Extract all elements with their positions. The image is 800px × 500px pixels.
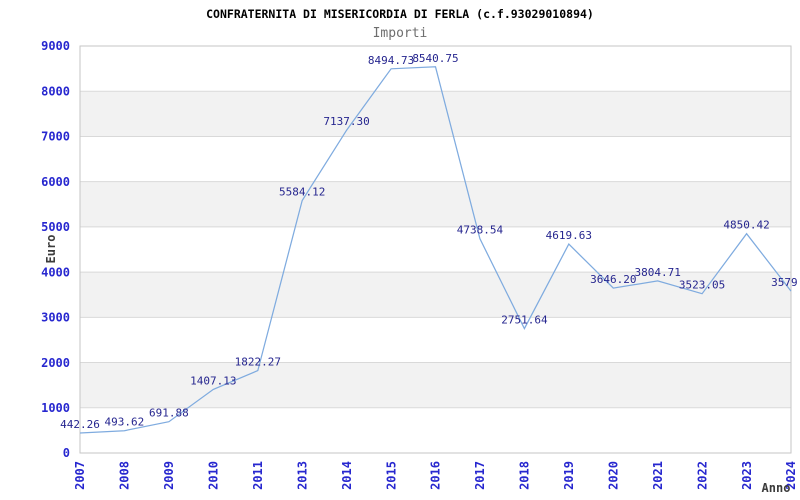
data-point-label: 691.88 [149, 407, 189, 420]
y-tick-label: 1000 [41, 401, 70, 415]
data-point-label: 5584.12 [279, 186, 325, 199]
data-point-label: 1407.13 [190, 374, 236, 387]
y-tick-label: 7000 [41, 130, 70, 144]
data-point-label: 4850.42 [723, 219, 769, 232]
x-tick-label: 2013 [295, 461, 309, 490]
data-point-label: 3579.5 [771, 276, 800, 289]
plot-band [80, 181, 791, 227]
y-tick-label: 5000 [41, 220, 70, 234]
chart-title: CONFRATERNITA DI MISERICORDIA DI FERLA (… [206, 7, 594, 21]
y-tick-label: 4000 [41, 265, 70, 279]
y-tick-label: 0 [63, 446, 70, 460]
y-tick-label: 6000 [41, 175, 70, 189]
x-tick-label: 2019 [562, 461, 576, 490]
x-tick-label: 2016 [429, 461, 443, 490]
data-point-label: 2751.64 [501, 314, 548, 327]
data-point-label: 493.62 [105, 416, 145, 429]
data-point-label: 4619.63 [546, 229, 592, 242]
plot-band [80, 272, 791, 318]
data-point-label: 3646.20 [590, 273, 636, 286]
x-axis-title: Anno [762, 481, 791, 495]
x-tick-label: 2011 [251, 461, 265, 490]
y-tick-label: 3000 [41, 311, 70, 325]
y-axis-title: Euro [44, 235, 58, 264]
x-tick-label: 2021 [651, 461, 665, 490]
x-axis-tick-labels: 2007 2008 2009 2010 2011 2013 2014 2015 2016 2017… [73, 461, 798, 490]
data-point-label: 4738.54 [457, 224, 504, 237]
y-tick-label: 8000 [41, 84, 70, 98]
data-point-label: 1822.27 [235, 356, 281, 369]
x-tick-label: 2023 [740, 461, 754, 490]
x-tick-label: 2007 [73, 461, 87, 490]
data-point-label: 442.26 [60, 418, 100, 431]
plot-band [80, 91, 791, 137]
data-point-label: 8494.73 [368, 54, 414, 67]
gridlines [80, 90, 791, 409]
plot-band [80, 362, 791, 408]
data-point-label: 3804.71 [635, 266, 681, 279]
x-tick-label: 2024 [784, 461, 798, 490]
data-point-label: 8540.75 [412, 52, 458, 65]
x-tick-label: 2008 [118, 461, 132, 490]
x-tick-label: 2018 [518, 461, 532, 490]
x-tick-label: 2015 [384, 461, 398, 490]
data-point-label: 3523.05 [679, 279, 725, 292]
x-tick-label: 2022 [695, 461, 709, 490]
y-tick-label: 2000 [41, 356, 70, 370]
data-point-labels: 442.26 493.62 691.88 1407.13 1822.27 5584.12 7… [60, 52, 800, 431]
y-axis-tick-labels: 0 1000 2000 3000 4000 5000 6000 7000 8000 9000 [41, 39, 70, 460]
data-line [79, 66, 792, 434]
x-tick-label: 2014 [340, 461, 354, 490]
plot-bands [80, 91, 791, 408]
data-point-label: 7137.30 [323, 115, 369, 128]
x-tick-label: 2017 [473, 461, 487, 490]
chart-subtitle: Importi [372, 26, 428, 41]
plot-border [79, 45, 792, 454]
y-tick-label: 9000 [41, 39, 70, 53]
x-tick-label: 2010 [207, 461, 221, 490]
x-tick-label: 2020 [607, 461, 621, 490]
x-tick-label: 2009 [162, 461, 176, 490]
